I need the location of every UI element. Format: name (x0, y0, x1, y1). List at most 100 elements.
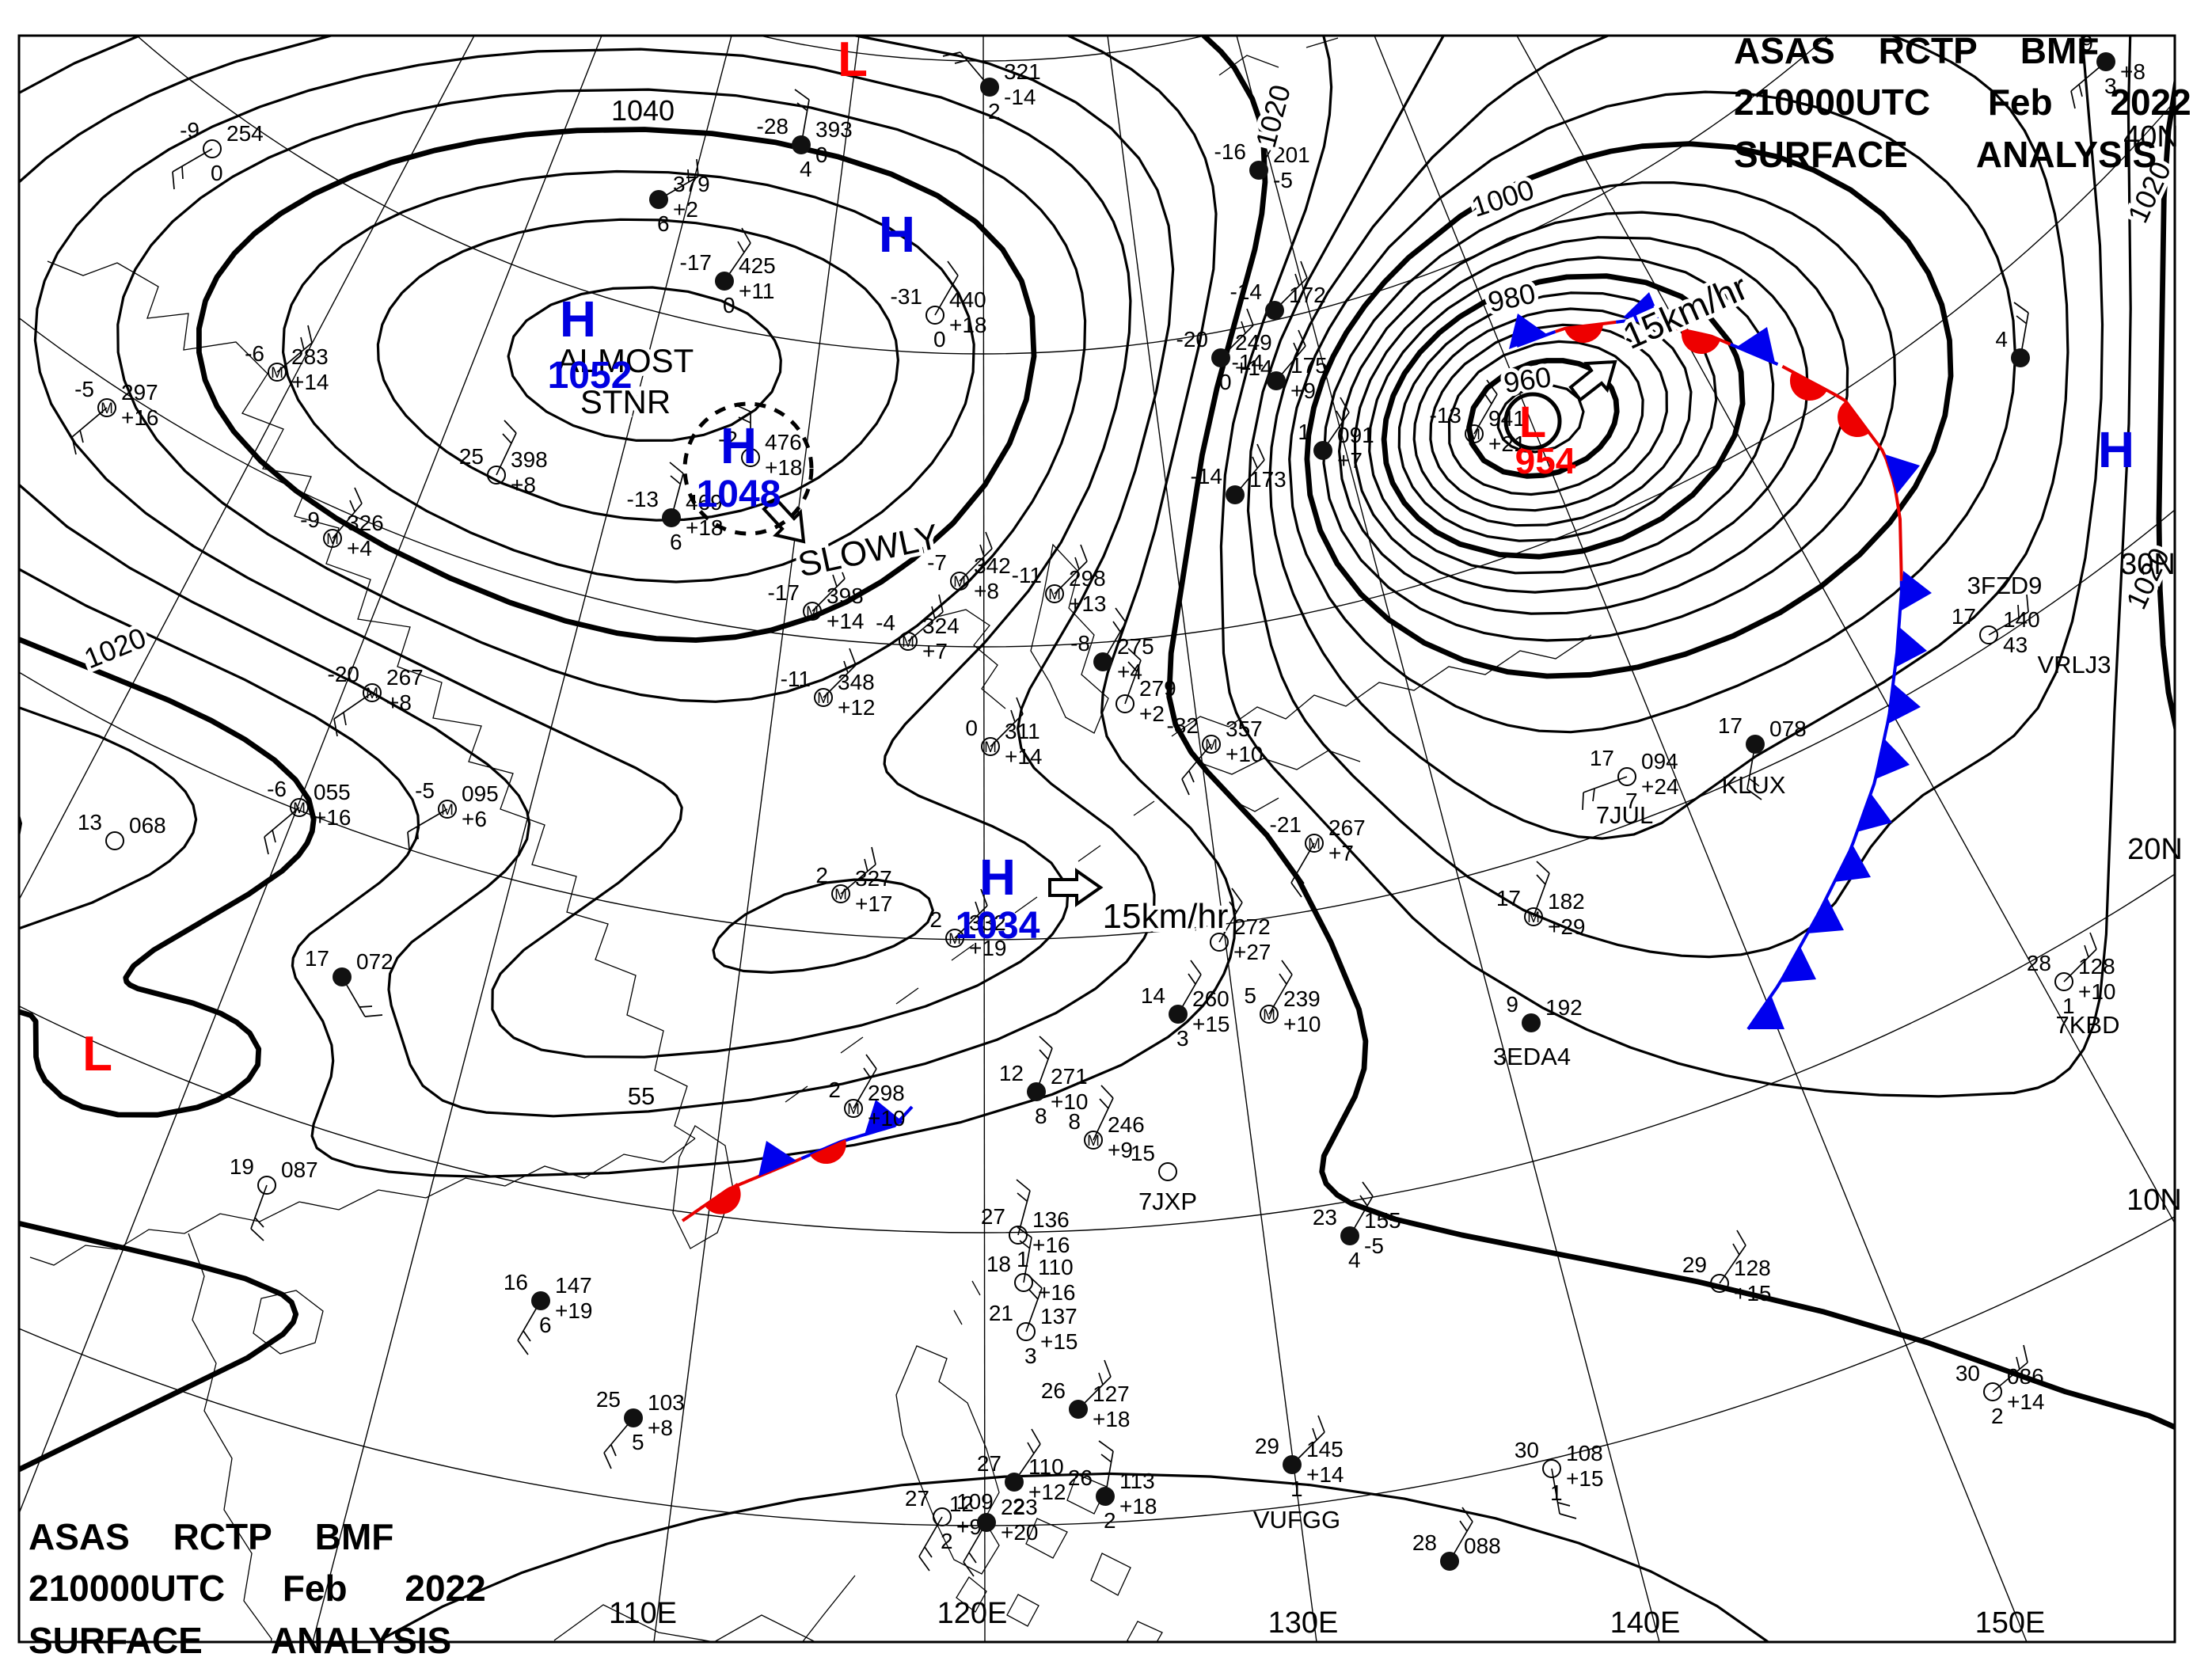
svg-text:10N: 10N (2126, 1184, 2182, 1217)
svg-text:2: 2 (828, 1078, 841, 1102)
svg-text:28: 28 (1412, 1530, 1437, 1555)
svg-text:-14: -14 (1191, 464, 1222, 488)
svg-text:+4: +4 (347, 536, 372, 561)
svg-text:17: 17 (1718, 713, 1743, 738)
svg-text:+6: +6 (462, 807, 487, 831)
svg-text:+18: +18 (686, 515, 724, 540)
svg-text:120E: 120E (937, 1597, 1008, 1630)
svg-text:6: 6 (670, 530, 682, 554)
svg-text:078: 078 (1769, 716, 1807, 741)
svg-text:-14: -14 (1232, 350, 1264, 374)
svg-text:29: 29 (1255, 1434, 1279, 1458)
svg-text:43: 43 (2003, 633, 2028, 657)
svg-text:2: 2 (929, 907, 942, 932)
svg-text:327: 327 (855, 866, 892, 891)
svg-text:1034: 1034 (956, 905, 1040, 947)
svg-text:-9: -9 (180, 118, 200, 143)
svg-text:-7: -7 (927, 550, 947, 575)
svg-text:239: 239 (1283, 986, 1321, 1011)
svg-text:M: M (817, 690, 830, 707)
svg-text:13: 13 (78, 810, 102, 834)
svg-text:+27: +27 (1233, 940, 1271, 964)
svg-text:2: 2 (815, 863, 828, 888)
svg-text:+13: +13 (1069, 591, 1107, 616)
svg-text:+17: +17 (855, 891, 893, 916)
svg-text:-32: -32 (1167, 713, 1199, 738)
svg-text:+10: +10 (1226, 742, 1264, 766)
svg-text:425: 425 (739, 253, 776, 278)
svg-text:M: M (834, 887, 847, 903)
svg-text:+2: +2 (673, 197, 698, 222)
svg-text:128: 128 (1734, 1256, 1771, 1280)
svg-text:M: M (366, 686, 378, 702)
svg-text:398: 398 (827, 583, 864, 608)
svg-text:M: M (326, 531, 339, 548)
svg-text:+18: +18 (1093, 1407, 1131, 1431)
svg-text:379: 379 (673, 172, 710, 196)
svg-text:7KBD: 7KBD (2056, 1011, 2120, 1039)
svg-text:M: M (441, 802, 454, 819)
svg-text:-13: -13 (627, 487, 659, 511)
svg-text:15km/hr: 15km/hr (1103, 897, 1229, 936)
svg-text:1: 1 (1017, 1247, 1029, 1271)
svg-text:348: 348 (838, 670, 875, 694)
svg-text:-5: -5 (1364, 1233, 1384, 1258)
svg-text:0: 0 (211, 161, 223, 185)
svg-text:17: 17 (1952, 604, 1976, 629)
svg-text:+15: +15 (1040, 1329, 1078, 1354)
svg-text:210000UTC Feb 2022: 210000UTC Feb 2022 (1734, 82, 2191, 123)
svg-text:2: 2 (1104, 1508, 1116, 1533)
svg-text:9: 9 (1506, 992, 1518, 1017)
svg-text:M: M (101, 401, 113, 417)
svg-text:KLUX: KLUX (1722, 771, 1786, 799)
svg-text:321: 321 (1004, 59, 1041, 84)
svg-text:+16: +16 (1032, 1233, 1070, 1257)
svg-text:+9: +9 (1290, 378, 1316, 403)
svg-text:40N: 40N (2123, 120, 2179, 154)
svg-text:21: 21 (989, 1301, 1013, 1325)
svg-text:L: L (1519, 397, 1546, 447)
svg-text:28: 28 (2027, 951, 2051, 975)
svg-text:0: 0 (965, 716, 978, 740)
svg-text:+7: +7 (922, 639, 948, 663)
svg-text:4: 4 (800, 157, 812, 181)
svg-text:VUFGG: VUFGG (1253, 1506, 1340, 1534)
svg-text:182: 182 (1548, 889, 1585, 914)
svg-text:9: 9 (2081, 31, 2093, 55)
svg-text:+16: +16 (121, 405, 159, 430)
svg-text:+16: +16 (1038, 1280, 1076, 1305)
svg-text:2: 2 (988, 99, 1001, 124)
svg-text:ALMOST: ALMOST (557, 342, 694, 379)
svg-text:+14: +14 (1306, 1462, 1344, 1487)
svg-text:M: M (847, 1101, 860, 1118)
svg-text:2: 2 (1991, 1404, 2004, 1428)
svg-text:127: 127 (1093, 1382, 1130, 1406)
svg-text:0: 0 (815, 143, 828, 167)
svg-text:1040: 1040 (611, 94, 675, 127)
svg-text:298: 298 (1069, 566, 1106, 591)
svg-text:+10: +10 (868, 1106, 906, 1131)
svg-text:326: 326 (347, 511, 384, 535)
svg-text:M: M (806, 604, 819, 621)
svg-text:087: 087 (281, 1157, 318, 1182)
svg-text:+8: +8 (2120, 59, 2145, 84)
svg-text:+2: +2 (1139, 701, 1165, 726)
svg-text:ASAS RCTP BMF: ASAS RCTP BMF (1734, 30, 2099, 71)
svg-text:M: M (1527, 910, 1540, 926)
svg-text:249: 249 (1235, 330, 1272, 355)
svg-text:6: 6 (657, 211, 670, 236)
svg-text:8: 8 (1035, 1104, 1047, 1128)
svg-text:145: 145 (1306, 1437, 1344, 1461)
svg-text:140E: 140E (1610, 1606, 1681, 1640)
svg-text:0: 0 (723, 293, 735, 317)
svg-text:M: M (953, 574, 966, 591)
svg-text:130E: 130E (1268, 1606, 1339, 1640)
svg-text:-14: -14 (1004, 85, 1036, 109)
svg-text:109: 109 (956, 1489, 994, 1514)
svg-text:30N: 30N (2120, 548, 2176, 581)
svg-text:+12: +12 (838, 695, 876, 720)
svg-text:+18: +18 (949, 313, 987, 337)
svg-text:25: 25 (596, 1387, 621, 1412)
svg-text:3: 3 (2104, 74, 2117, 98)
svg-text:+9: +9 (1108, 1138, 1133, 1162)
